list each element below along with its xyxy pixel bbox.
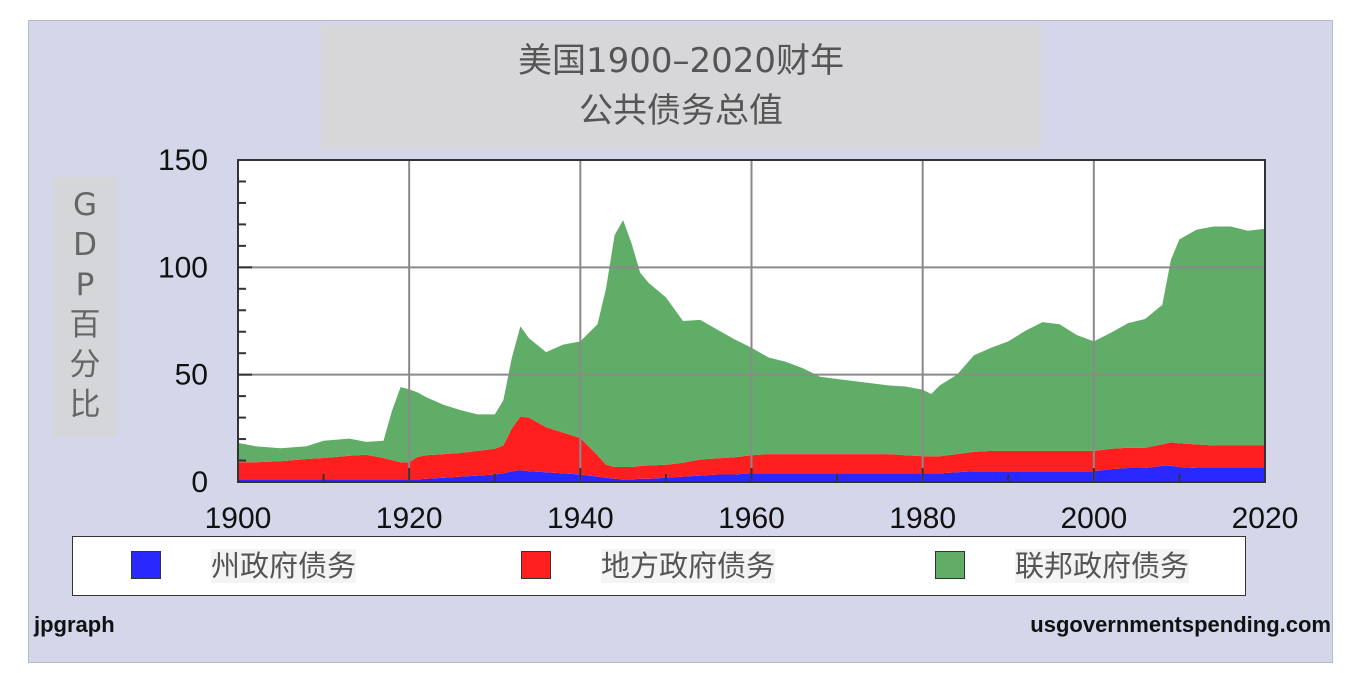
- title-box: 美国1900–2020财年 公共债务总值: [321, 25, 1041, 149]
- legend: 州政府债务 地方政府债务 联邦政府债务: [72, 536, 1246, 596]
- x-tick-label-1980: 1980: [889, 502, 956, 535]
- legend-swatch: [131, 551, 161, 579]
- x-tick-label-2000: 2000: [1060, 502, 1127, 535]
- x-tick-label-1960: 1960: [718, 502, 785, 535]
- footer-left: jpgraph: [34, 612, 115, 637]
- axes-layer: 0 50 100 150 1900 1920 1940 1960 1980 2000 2020: [158, 144, 1298, 535]
- y-tick-label-50: 50: [175, 359, 208, 392]
- legend-swatch: [521, 551, 551, 579]
- x-tick-label-1900: 1900: [205, 502, 272, 535]
- legend-swatch: [935, 551, 965, 579]
- x-tick-label-1940: 1940: [547, 502, 614, 535]
- x-tick-label-1920: 1920: [376, 502, 443, 535]
- area-series-2: [238, 416, 1265, 480]
- y-tick-label-100: 100: [158, 251, 208, 284]
- chart-title-line1: 美国1900–2020财年: [517, 41, 845, 81]
- legend-label: 联邦政府债务: [1015, 549, 1190, 583]
- chart-title-line2: 公共债务总值: [579, 91, 783, 131]
- y-tick-label-150: 150: [158, 144, 208, 177]
- y-tick-label-0: 0: [191, 466, 208, 499]
- legend-label: 州政府债务: [211, 549, 357, 583]
- footer-right: usgovernmentspending.com: [1030, 612, 1331, 637]
- area-series-3: [238, 220, 1265, 467]
- x-tick-label-2020: 2020: [1232, 502, 1299, 535]
- grid-layer: [238, 160, 1265, 482]
- legend-label: 地方政府债务: [601, 549, 776, 583]
